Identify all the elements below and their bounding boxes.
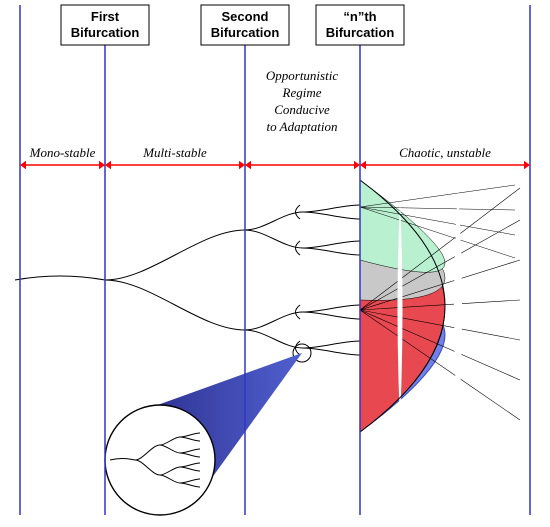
zoom-cone <box>105 344 311 515</box>
opportunistic-text: Opportunistic Regime Conducive to Adaptatio… <box>266 68 338 134</box>
header-box-1: SecondBifurcation <box>201 5 289 45</box>
region-0: Mono-stable <box>20 145 105 169</box>
header-line2-2: Bifurcation <box>326 25 395 40</box>
header-line2-0: Bifurcation <box>71 25 140 40</box>
opportunistic-line-3: to Adaptation <box>267 119 338 134</box>
header-line1-0: First <box>91 9 120 24</box>
header-box-2: “n”thBifurcation <box>316 5 404 45</box>
opportunistic-line-0: Opportunistic <box>266 68 338 83</box>
region-arrows: Mono-stable Multi-stable Chaotic, unstable <box>20 145 530 169</box>
region-3: Chaotic, unstable <box>360 145 530 169</box>
header-line1-1: Second <box>222 9 269 24</box>
bifurcation-tree <box>15 205 360 355</box>
region-2 <box>245 161 360 169</box>
region-label-0: Mono-stable <box>29 145 96 160</box>
header-box-0: FirstBifurcation <box>61 5 149 45</box>
opportunistic-line-1: Regime <box>282 85 322 100</box>
chaotic-region-fans <box>360 180 520 432</box>
fan-green <box>360 180 445 272</box>
region-label-1: Multi-stable <box>142 145 207 160</box>
header-boxes: FirstBifurcationSecondBifurcation“n”thBi… <box>61 5 404 45</box>
header-line1-2: “n”th <box>343 9 376 24</box>
region-label-3: Chaotic, unstable <box>399 145 491 160</box>
region-1: Multi-stable <box>105 145 245 169</box>
zoom-inset-circle <box>105 405 215 515</box>
header-line2-1: Bifurcation <box>211 25 280 40</box>
opportunistic-line-2: Conducive <box>274 102 330 117</box>
